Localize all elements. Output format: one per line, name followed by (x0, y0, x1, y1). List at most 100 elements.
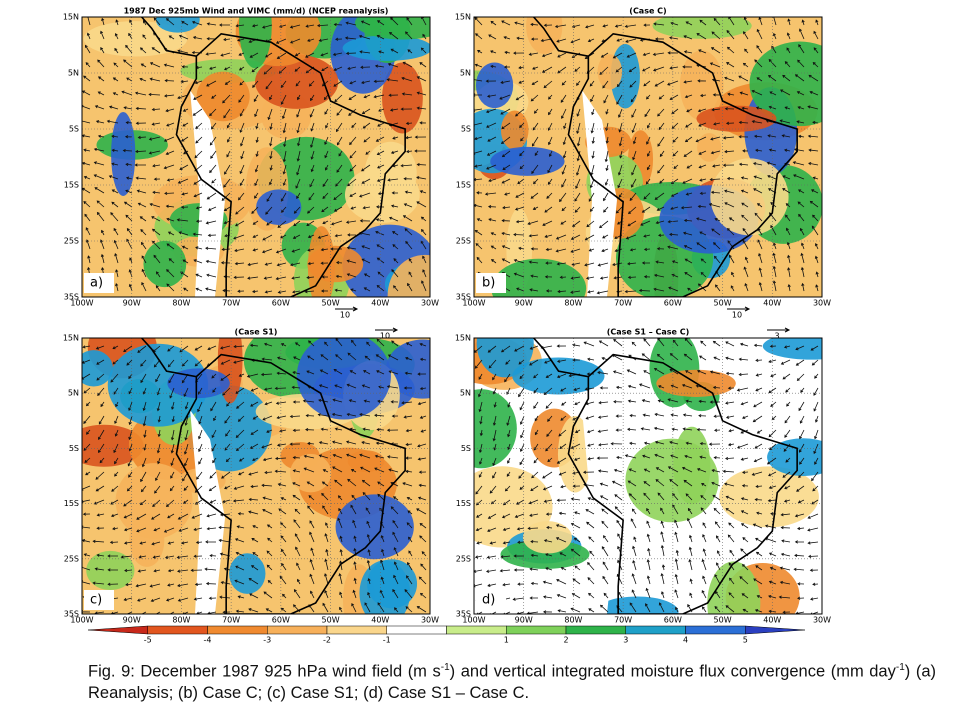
x-tick-label: 50W (322, 616, 340, 625)
wind-vector (699, 191, 707, 195)
wind-vector (419, 415, 427, 419)
wind-vector (614, 24, 623, 28)
wind-vector (576, 80, 581, 86)
wind-vector (476, 218, 483, 222)
wind-vector (388, 468, 399, 473)
wind-vector (768, 148, 777, 152)
wind-vector (782, 610, 791, 614)
wind-vector (420, 563, 427, 571)
wind-vector (708, 442, 721, 446)
wind-vector (292, 469, 301, 473)
wind-vector (560, 415, 567, 421)
wind-vector (393, 285, 399, 292)
wind-vector (712, 340, 721, 347)
wind-vector (772, 242, 777, 250)
wind-vector (780, 526, 791, 530)
wind-vector (407, 282, 413, 292)
wind-vector (350, 288, 357, 292)
wind-vector (810, 189, 819, 194)
wind-vector (792, 161, 805, 166)
wind-vector (541, 52, 553, 58)
colorbar-segment (625, 625, 686, 635)
wind-vector (547, 164, 553, 174)
y-tick-label: 15N (63, 13, 79, 22)
wind-vector (390, 204, 399, 208)
wind-vector (333, 66, 343, 72)
wind-vector (276, 443, 287, 447)
panel-label: a) (90, 276, 103, 291)
wind-vector (766, 161, 777, 166)
y-tick-label: 35S (456, 293, 471, 302)
wind-vector (740, 176, 749, 180)
wind-vector (351, 603, 357, 613)
wind-vector (190, 568, 203, 572)
wind-vector (333, 369, 343, 375)
wind-vector (419, 523, 427, 529)
wind-vector (597, 429, 609, 433)
wind-vector (359, 50, 371, 54)
wind-vector (120, 555, 133, 559)
wind-vector (234, 262, 245, 266)
wind-vector (297, 136, 301, 147)
wind-vector (140, 359, 147, 367)
wind-vector (787, 283, 791, 292)
contour-patch (696, 105, 777, 132)
wind-vector (86, 429, 91, 435)
wind-vector (112, 92, 119, 96)
wind-vector (407, 561, 413, 571)
wind-vector (767, 134, 777, 138)
wind-vector (699, 178, 707, 182)
wind-vector (247, 262, 259, 267)
wind-vector (696, 217, 707, 222)
wind-vector (349, 192, 357, 197)
wind-vector (513, 554, 525, 558)
wind-vector (486, 150, 497, 156)
wind-vector (588, 248, 595, 252)
wind-vector (366, 341, 371, 347)
wind-vector (268, 178, 273, 186)
wind-vector (167, 513, 175, 519)
wind-vector (194, 345, 203, 351)
wind-vector (740, 523, 749, 529)
wind-vector (414, 149, 427, 153)
wind-vector (381, 548, 385, 557)
wind-vector (169, 485, 175, 492)
wind-vector (353, 577, 357, 585)
wind-vector (181, 192, 189, 196)
wind-vector (418, 576, 427, 585)
wind-vector (289, 24, 301, 29)
wind-vector (358, 34, 371, 40)
wind-vector (807, 527, 819, 532)
wind-vector (695, 136, 707, 143)
wind-vector (94, 105, 105, 110)
wind-vector (479, 429, 483, 437)
wind-vector (562, 150, 567, 159)
wind-vector (506, 457, 511, 464)
wind-vector (810, 597, 819, 601)
wind-vector (519, 164, 525, 170)
wind-vector (92, 539, 105, 543)
wind-vector (96, 513, 105, 517)
wind-vector (224, 443, 231, 451)
wind-vector (336, 136, 343, 146)
wind-vector (643, 441, 651, 445)
wind-vector (140, 471, 147, 483)
wind-vector (514, 206, 525, 211)
wind-vector (261, 483, 273, 487)
wind-vector (751, 471, 763, 476)
wind-vector (772, 265, 777, 278)
wind-vector (709, 62, 721, 68)
wind-vector (576, 122, 581, 135)
wind-vector (318, 441, 329, 445)
wind-vector (135, 176, 147, 180)
andes-mask (190, 90, 225, 297)
wind-vector (197, 401, 203, 413)
contour-patch (115, 463, 193, 539)
wind-vector (492, 387, 497, 395)
wind-vector (727, 386, 735, 390)
wind-vector (339, 606, 343, 613)
wind-vector (377, 602, 385, 613)
wind-vector (724, 107, 735, 111)
wind-vector (811, 225, 819, 236)
wind-vector (624, 289, 637, 294)
